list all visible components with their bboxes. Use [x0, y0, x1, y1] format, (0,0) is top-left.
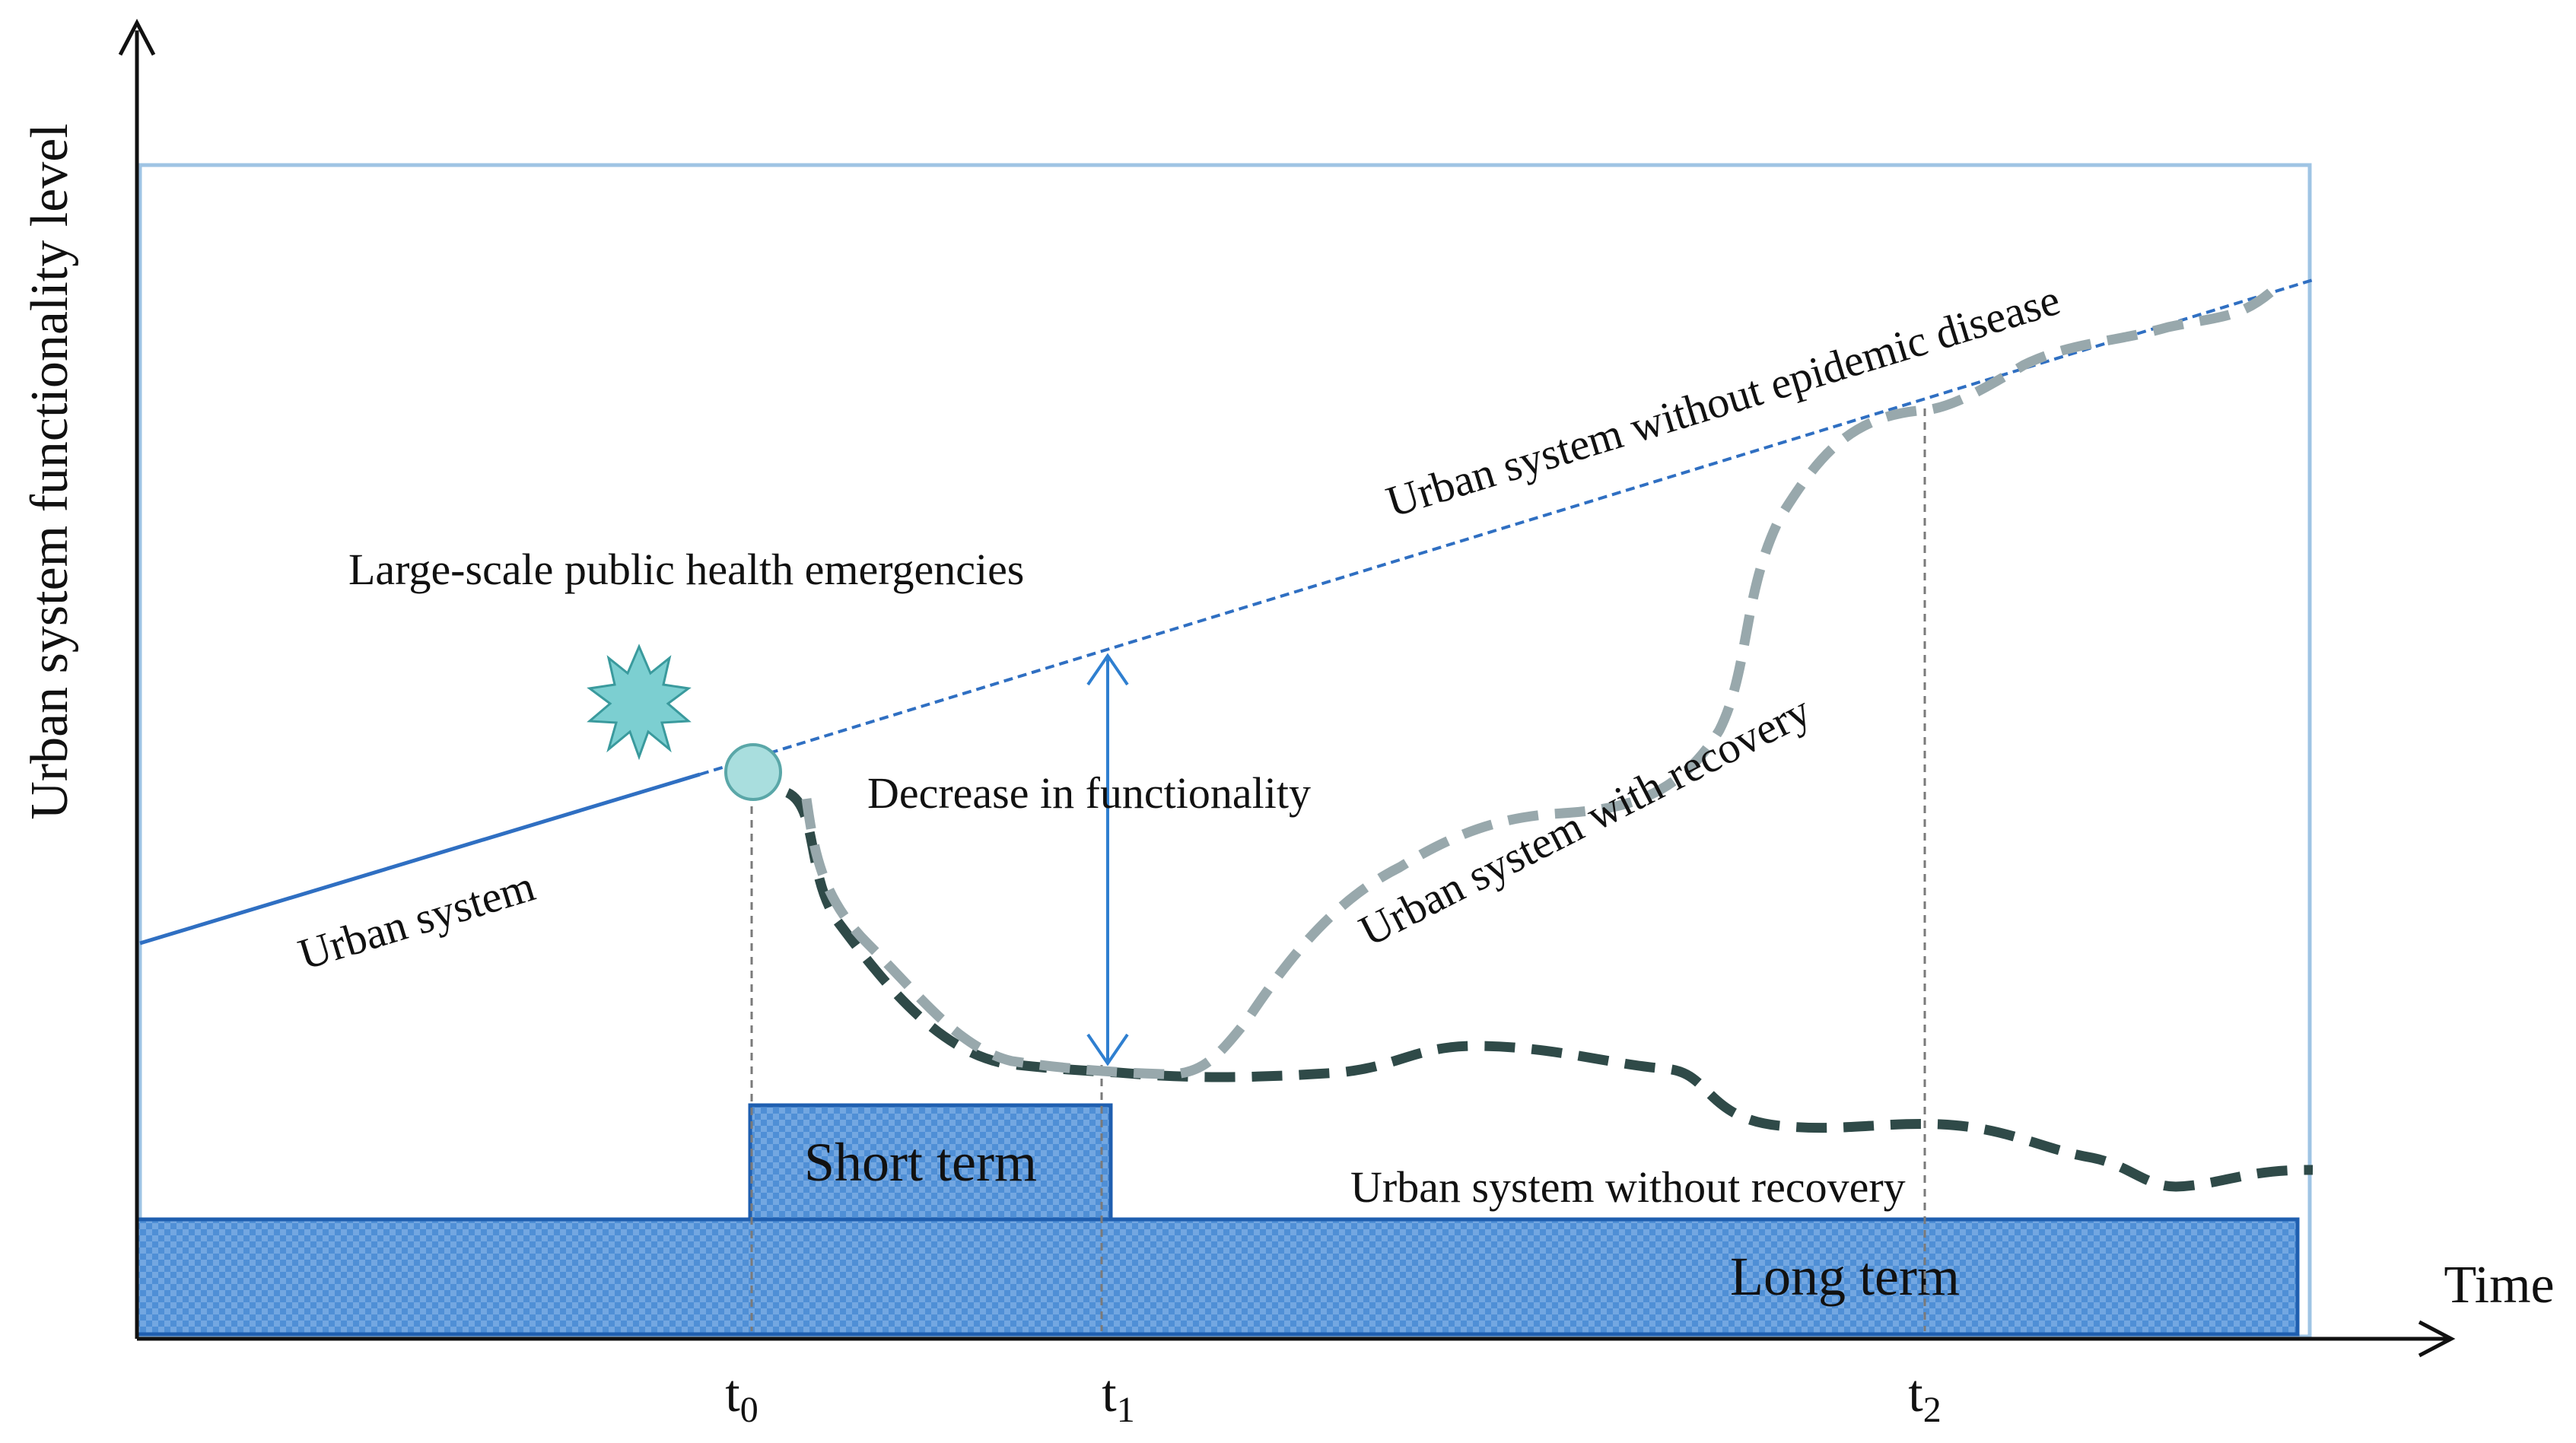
recovery-label: Urban system with recovery: [1351, 685, 1818, 956]
baseline-label: Urban system without epidemic disease: [1381, 275, 2066, 527]
tick-t2-main: t: [1908, 1365, 1923, 1423]
x-axis-arrowhead: [2418, 1320, 2456, 1358]
tick-t1-main: t: [1102, 1365, 1117, 1423]
emergency-label: Large-scale public health emergencies: [348, 545, 1024, 594]
no-recovery-curve: [784, 788, 2314, 1192]
decrease-arrow-top-head: [1086, 653, 1129, 686]
tick-t0-main: t: [725, 1365, 740, 1423]
no-recovery-label: Urban system without recovery: [1350, 1162, 1906, 1212]
plot-frame: [138, 163, 2312, 1339]
urban-system-label: Urban system: [293, 861, 541, 980]
event-marker: [724, 743, 782, 801]
y-axis-label: Urban system functionality level: [21, 123, 79, 820]
tick-t2: t2: [1908, 1365, 1941, 1430]
short-term-label: Short term: [804, 1132, 1037, 1193]
short-term-box: [748, 1103, 1113, 1222]
tick-t2-sub: 2: [1923, 1390, 1942, 1430]
long-term-box: [135, 1217, 2300, 1337]
starburst-icon: [587, 644, 692, 761]
tick-t1: t1: [1102, 1365, 1134, 1430]
decrease-arrow-bottom-head: [1086, 1033, 1129, 1066]
long-term-label: Long term: [1730, 1246, 1960, 1307]
baseline-no-epidemic-line: [699, 278, 2314, 776]
recovery-curve: [801, 278, 2286, 1079]
tick-t0-sub: 0: [740, 1390, 758, 1430]
urban-system-line: [139, 772, 701, 946]
tick-t1-sub: 1: [1117, 1390, 1135, 1430]
decrease-label: Decrease in functionality: [867, 768, 1311, 818]
y-axis-arrowhead: [118, 18, 156, 56]
tick-t0: t0: [725, 1365, 758, 1430]
x-axis-label: Time: [2444, 1256, 2554, 1314]
